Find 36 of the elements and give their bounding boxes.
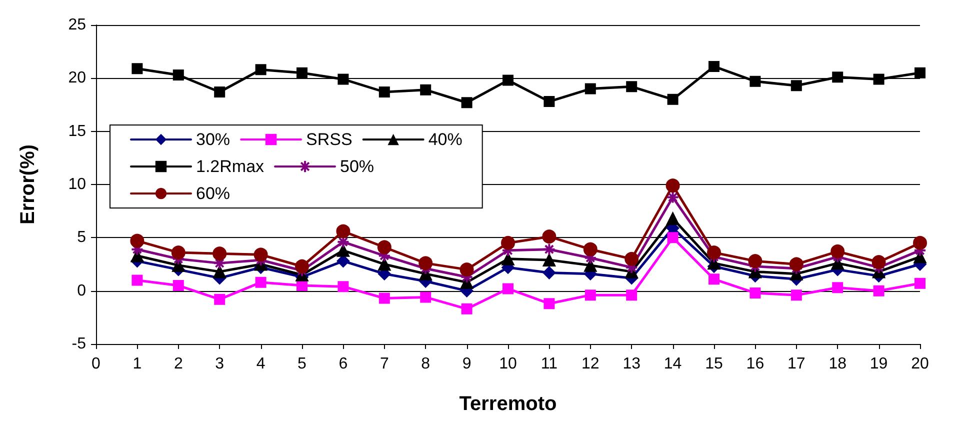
x-tick-label: 7 [380, 356, 389, 372]
y-axis-title: Error(%) [17, 144, 39, 225]
x-tick-label: 17 [788, 356, 806, 372]
x-tick-label: 3 [215, 356, 224, 372]
x-tick-label: 12 [582, 356, 600, 372]
x-tick-label: 13 [622, 356, 641, 372]
y-tick-label: 5 [77, 229, 86, 246]
x-tick-label: 18 [828, 356, 847, 372]
x-tick-label: 20 [911, 356, 929, 372]
legend-label: 30% [196, 130, 230, 149]
x-tick-label: 19 [870, 356, 888, 372]
x-tick-label: 16 [746, 356, 764, 372]
y-tick-label: 15 [68, 122, 86, 140]
y-tick-label: -5 [72, 336, 86, 352]
x-tick-label: 9 [462, 356, 472, 372]
x-axis-title: Terremoto [459, 393, 557, 415]
x-tick-label: 4 [256, 356, 266, 372]
legend-label: 60% [196, 184, 230, 203]
x-tick-label: 2 [174, 356, 183, 372]
legend-label: 40% [428, 130, 462, 149]
legend-label: 1.2Rmax [196, 157, 265, 176]
x-tick-label: 5 [298, 356, 307, 372]
x-tick-label: 1 [132, 356, 142, 372]
y-tick-label: 25 [68, 16, 86, 34]
x-tick-label: 0 [92, 356, 101, 372]
x-tick-label: 11 [540, 356, 558, 372]
x-tick-label: 14 [664, 356, 682, 372]
x-tick-label: 6 [338, 356, 348, 372]
x-tick-label: 10 [499, 356, 517, 372]
x-tick-label: 8 [421, 356, 430, 372]
y-tick-label: 20 [68, 70, 86, 87]
legend-label: SRSS [306, 130, 352, 149]
y-tick-label: 0 [77, 282, 86, 300]
x-tick-label: 15 [705, 356, 723, 372]
y-tick-label: 10 [68, 176, 86, 193]
legend-label: 50% [340, 157, 374, 176]
